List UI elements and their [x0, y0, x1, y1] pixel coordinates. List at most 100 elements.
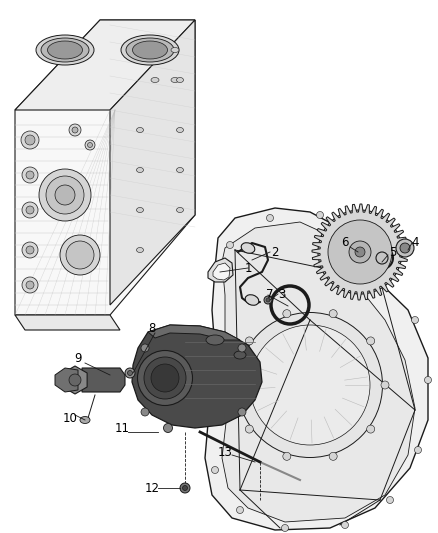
Text: 9: 9 — [74, 351, 82, 365]
Ellipse shape — [234, 351, 246, 359]
Text: 6: 6 — [341, 237, 349, 249]
Ellipse shape — [144, 357, 186, 399]
Text: 1: 1 — [244, 262, 252, 274]
Ellipse shape — [46, 176, 84, 214]
Polygon shape — [208, 258, 233, 282]
Ellipse shape — [241, 243, 255, 253]
Ellipse shape — [367, 337, 374, 345]
Ellipse shape — [381, 381, 389, 389]
Polygon shape — [205, 208, 428, 530]
Ellipse shape — [400, 243, 410, 253]
Ellipse shape — [22, 277, 38, 293]
Polygon shape — [55, 368, 78, 392]
Ellipse shape — [41, 38, 89, 62]
Ellipse shape — [141, 344, 149, 352]
Ellipse shape — [39, 169, 91, 221]
Ellipse shape — [266, 214, 273, 222]
Ellipse shape — [163, 424, 173, 432]
Ellipse shape — [245, 295, 259, 305]
Text: 3: 3 — [278, 287, 286, 301]
Ellipse shape — [231, 381, 239, 389]
Ellipse shape — [245, 337, 253, 345]
Polygon shape — [148, 325, 240, 340]
Ellipse shape — [26, 246, 34, 254]
Ellipse shape — [25, 135, 35, 145]
Ellipse shape — [137, 207, 144, 213]
Ellipse shape — [411, 317, 418, 324]
Ellipse shape — [282, 524, 289, 531]
Ellipse shape — [264, 296, 272, 304]
Ellipse shape — [151, 47, 159, 52]
Ellipse shape — [137, 127, 144, 133]
Ellipse shape — [317, 212, 324, 219]
Text: 7: 7 — [266, 288, 274, 302]
Ellipse shape — [137, 167, 144, 173]
Ellipse shape — [72, 127, 78, 133]
Ellipse shape — [180, 483, 190, 493]
Ellipse shape — [183, 486, 187, 490]
Text: 5: 5 — [389, 246, 397, 260]
Ellipse shape — [26, 206, 34, 214]
Ellipse shape — [283, 453, 291, 461]
Ellipse shape — [127, 370, 133, 376]
Ellipse shape — [177, 77, 184, 83]
Polygon shape — [213, 263, 230, 280]
Ellipse shape — [212, 407, 219, 414]
Polygon shape — [15, 20, 195, 315]
Ellipse shape — [85, 140, 95, 150]
Ellipse shape — [69, 374, 81, 386]
Ellipse shape — [138, 351, 192, 406]
Polygon shape — [15, 315, 120, 330]
Text: 13: 13 — [218, 446, 233, 458]
Ellipse shape — [171, 47, 179, 52]
Polygon shape — [222, 222, 415, 522]
Ellipse shape — [60, 235, 100, 275]
Ellipse shape — [318, 210, 402, 294]
Ellipse shape — [26, 281, 34, 289]
Ellipse shape — [386, 497, 393, 504]
Polygon shape — [110, 20, 195, 305]
Polygon shape — [15, 20, 195, 110]
Text: 12: 12 — [145, 481, 159, 495]
Ellipse shape — [250, 325, 370, 445]
Ellipse shape — [238, 408, 246, 416]
Ellipse shape — [349, 241, 371, 263]
Text: 10: 10 — [63, 411, 78, 424]
Ellipse shape — [171, 77, 179, 83]
Ellipse shape — [414, 447, 421, 454]
Ellipse shape — [283, 310, 291, 318]
Polygon shape — [312, 204, 408, 300]
Ellipse shape — [151, 77, 159, 83]
Polygon shape — [63, 366, 87, 394]
Ellipse shape — [215, 351, 222, 359]
Ellipse shape — [212, 466, 219, 473]
Ellipse shape — [355, 247, 365, 257]
Ellipse shape — [396, 239, 414, 257]
Ellipse shape — [206, 335, 224, 345]
Ellipse shape — [424, 376, 431, 384]
Ellipse shape — [36, 35, 94, 65]
Ellipse shape — [177, 127, 184, 133]
Ellipse shape — [329, 310, 337, 318]
Ellipse shape — [266, 298, 270, 302]
Ellipse shape — [328, 220, 392, 284]
Ellipse shape — [88, 142, 92, 148]
Ellipse shape — [367, 425, 374, 433]
Ellipse shape — [121, 35, 179, 65]
Ellipse shape — [22, 167, 38, 183]
Polygon shape — [82, 368, 125, 392]
Ellipse shape — [22, 242, 38, 258]
Ellipse shape — [55, 185, 75, 205]
Ellipse shape — [177, 207, 184, 213]
Polygon shape — [132, 325, 262, 428]
Ellipse shape — [80, 416, 90, 424]
Ellipse shape — [126, 38, 174, 62]
Ellipse shape — [125, 368, 135, 378]
Text: 11: 11 — [114, 422, 130, 434]
Ellipse shape — [137, 247, 144, 253]
Text: 4: 4 — [411, 237, 419, 249]
Ellipse shape — [238, 344, 246, 352]
Ellipse shape — [133, 41, 167, 59]
Ellipse shape — [69, 124, 81, 136]
Ellipse shape — [21, 131, 39, 149]
